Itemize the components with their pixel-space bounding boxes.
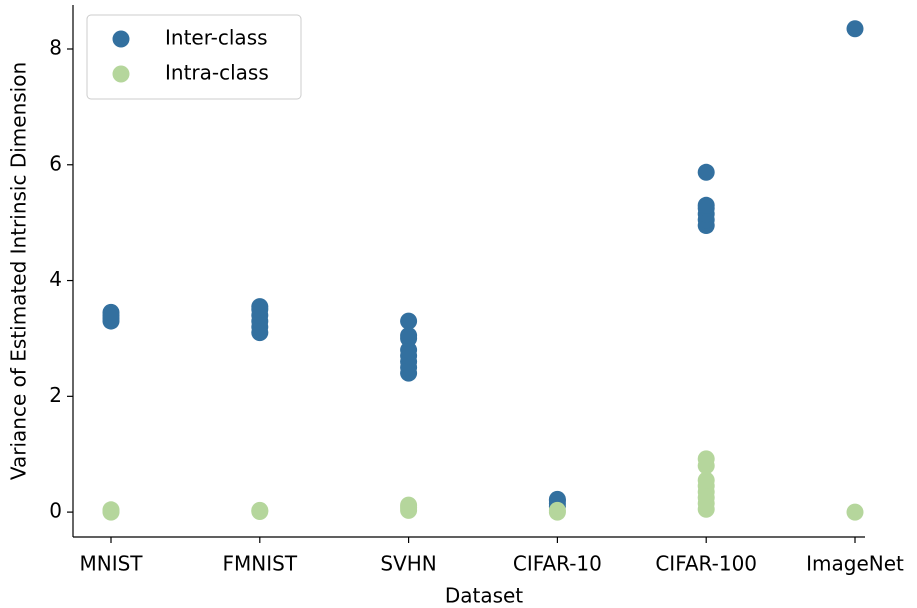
legend-box	[86, 14, 302, 100]
point	[400, 496, 418, 514]
y-tick-label: 8	[49, 35, 62, 59]
y-tick-label: 0	[49, 499, 62, 523]
point	[251, 298, 269, 316]
x-axis-label: Dataset	[445, 584, 523, 608]
point	[697, 450, 715, 468]
x-tick-label: MNIST	[79, 552, 143, 576]
x-tick-label: CIFAR-100	[655, 552, 757, 576]
legend-marker	[112, 30, 130, 48]
y-tick-label: 2	[49, 383, 62, 407]
point	[697, 471, 715, 489]
legend-label: Inter-class	[165, 26, 268, 50]
point	[846, 20, 864, 38]
y-tick-label: 6	[49, 151, 62, 175]
x-tick-label: ImageNet	[806, 552, 904, 576]
point	[697, 163, 715, 181]
point	[697, 196, 715, 214]
point	[102, 501, 120, 519]
y-tick-label: 4	[49, 267, 62, 291]
x-tick-label: CIFAR-10	[513, 552, 602, 576]
y-axis-label: Variance of Estimated Intrinsic Dimensio…	[7, 62, 31, 480]
point	[251, 501, 269, 519]
legend-marker	[112, 65, 130, 83]
x-tick-label: SVHN	[380, 552, 436, 576]
point	[400, 312, 418, 330]
point	[102, 303, 120, 321]
point	[400, 327, 418, 345]
point	[548, 501, 566, 519]
x-tick-label: FMNIST	[223, 552, 298, 576]
legend-label: Intra-class	[165, 61, 269, 85]
point	[846, 503, 864, 521]
